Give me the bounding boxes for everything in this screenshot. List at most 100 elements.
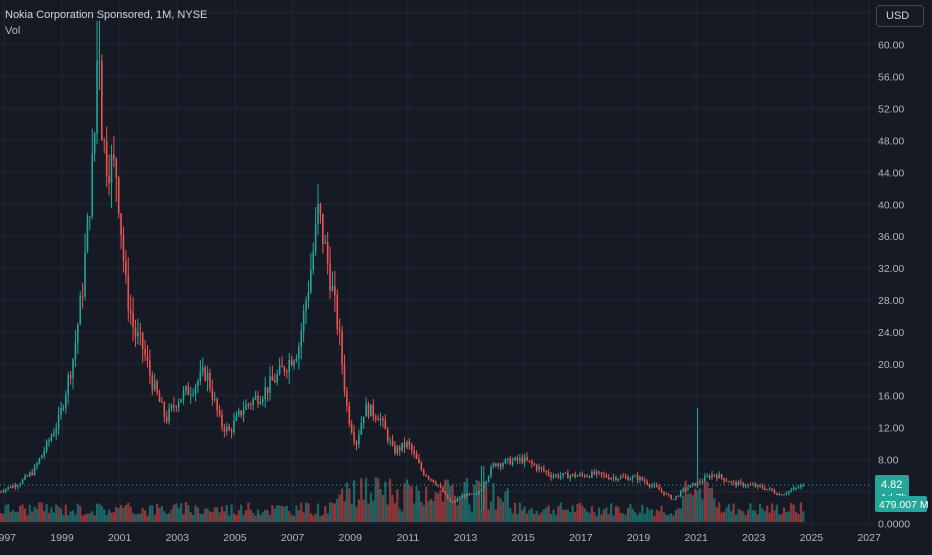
candle-body [670, 494, 672, 500]
volume-bar [600, 514, 603, 522]
volume-bar [458, 498, 461, 522]
candle-body [706, 476, 709, 478]
candle-body [55, 428, 58, 434]
candle-body [389, 440, 391, 442]
currency-button[interactable]: USD [876, 5, 924, 27]
volume-bar [170, 509, 173, 522]
candle-body [427, 476, 430, 479]
volume-bar [232, 513, 236, 522]
candle-body [728, 481, 730, 483]
volume-bar [369, 492, 373, 522]
volume-bar [355, 506, 358, 522]
volume-bar [715, 507, 718, 522]
candle-body [247, 404, 250, 406]
candle-body [343, 364, 346, 391]
volume-legend-label[interactable]: Vol [5, 25, 21, 37]
candle-body [600, 472, 603, 475]
volume-bar [249, 509, 252, 522]
candle-body [132, 313, 134, 328]
candle-body [228, 426, 230, 431]
volume-bar [744, 515, 747, 522]
candle-body [57, 414, 60, 429]
volume-bar [71, 510, 75, 522]
candle-body [646, 481, 648, 485]
candle-body [218, 410, 221, 415]
candle-body [372, 404, 375, 417]
volume-bar [9, 511, 12, 522]
volume-bar [569, 512, 572, 522]
volume-bar [660, 505, 663, 522]
candle-body [221, 414, 223, 427]
volume-bar [525, 513, 529, 522]
volume-bar [266, 509, 269, 522]
candle-body [122, 235, 125, 262]
volume-bar [557, 506, 560, 522]
volume-bar [703, 481, 706, 522]
volume-bar [223, 511, 226, 522]
candle-body [293, 361, 295, 366]
candle-body [74, 342, 77, 360]
volume-bar [492, 483, 495, 522]
volume-bar [441, 501, 445, 522]
volume-bar [785, 512, 788, 522]
volume-bar [593, 512, 596, 522]
volume-bar [653, 515, 656, 522]
candle-body [96, 60, 98, 134]
volume-bar [163, 511, 166, 522]
candle-body [259, 402, 262, 404]
volume-bar [115, 506, 118, 522]
volume-bar [768, 512, 771, 522]
candle-body [766, 488, 769, 490]
volume-bar [381, 495, 385, 522]
candle-body [48, 440, 50, 442]
volume-bar [662, 512, 666, 522]
candle-body [65, 394, 67, 408]
candle-body [216, 398, 218, 411]
candle-body [437, 484, 439, 486]
candle-body [12, 485, 14, 488]
candle-body [394, 445, 396, 454]
volume-bar [439, 489, 442, 522]
candle-body [168, 408, 170, 422]
candle-body [105, 141, 108, 176]
volume-bar [143, 510, 147, 522]
volume-bar [336, 498, 339, 522]
volume-bar [304, 502, 308, 522]
volume-bar [780, 514, 783, 522]
volume-bar [677, 508, 680, 522]
volume-bar [100, 506, 103, 522]
candle-body [72, 359, 74, 378]
volume-bar [110, 512, 113, 522]
candle-body [487, 476, 490, 482]
volume-bar [374, 477, 377, 522]
volume-bar [372, 500, 375, 522]
candle-body [511, 460, 514, 465]
volume-bar [105, 514, 108, 522]
candle-body [302, 310, 305, 331]
volume-bar [401, 511, 404, 522]
candle-body [773, 490, 776, 494]
volume-bar [273, 508, 276, 522]
volume-bar [684, 480, 687, 522]
x-tick-label: 1999 [50, 532, 74, 544]
candle-body [663, 491, 665, 495]
volume-bar [708, 487, 711, 522]
volume-bar [189, 512, 192, 522]
chart-title: Nokia Corporation Sponsored, 1M, NYSE [5, 9, 208, 21]
volume-bar [516, 514, 519, 522]
candle-body [312, 251, 315, 271]
volume-bar [19, 505, 22, 522]
volume-bar [463, 481, 466, 522]
candle-body [415, 453, 418, 459]
volume-bar [706, 481, 709, 522]
candle-body [458, 497, 461, 499]
y-tick-label: 56.00 [878, 72, 904, 84]
volume-bar [338, 494, 341, 522]
volume-bar [576, 503, 579, 522]
candle-body [175, 406, 178, 408]
volume-bar [314, 513, 317, 522]
candle-body [31, 472, 33, 475]
volume-bar [81, 515, 84, 522]
